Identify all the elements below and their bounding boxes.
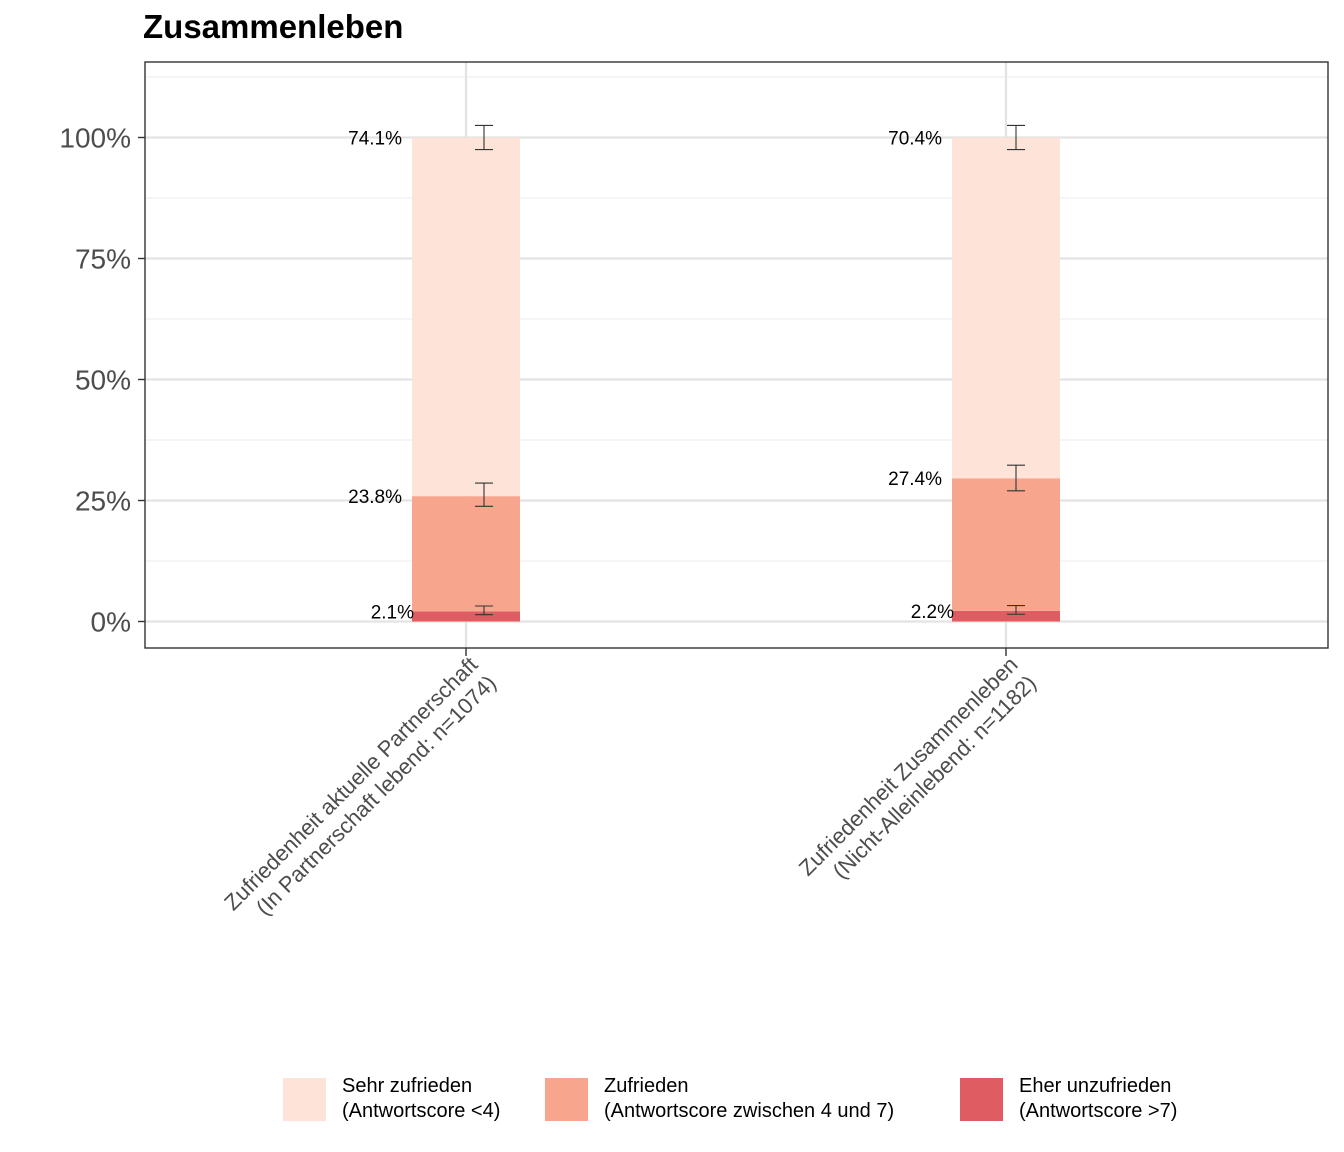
plot-border bbox=[144, 61, 1329, 649]
data-label: 27.4% bbox=[888, 469, 942, 490]
legend-label-line1: Zufrieden bbox=[604, 1075, 689, 1097]
legend-label-line2: (Antwortscore <4) bbox=[342, 1100, 501, 1122]
chart-title: Zusammenleben bbox=[143, 8, 404, 45]
plot-panel bbox=[145, 62, 1328, 648]
data-label: 23.8% bbox=[348, 487, 402, 508]
x-tick-label-line: (In Partnerschaft lebend: n=1074) bbox=[251, 670, 501, 920]
bar-segment bbox=[952, 478, 1060, 611]
y-tick-label: 50% bbox=[75, 365, 131, 396]
x-tick-label-line: Zufriedenheit Zusammenleben bbox=[794, 652, 1023, 881]
legend-label-sehr-zufrieden: Sehr zufrieden (Antwortscore <4) bbox=[342, 1074, 500, 1124]
x-tick-label: Zufriedenheit aktuelle Partnerschaft(In … bbox=[219, 652, 501, 934]
data-label: 2.2% bbox=[911, 602, 954, 623]
data-label: 70.4% bbox=[888, 129, 942, 150]
y-tick-label: 100% bbox=[59, 123, 131, 154]
legend-swatch-eher-unzufrieden bbox=[960, 1078, 1003, 1121]
legend-label-line2: (Antwortscore zwischen 4 und 7) bbox=[604, 1100, 895, 1122]
legend-swatch-zufrieden bbox=[545, 1078, 588, 1121]
legend-label-eher-unzufrieden: Eher unzufrieden (Antwortscore >7) bbox=[1019, 1074, 1177, 1124]
legend-swatch-sehr-zufrieden bbox=[283, 1078, 326, 1121]
legend-label-line1: Eher unzufrieden bbox=[1019, 1075, 1172, 1097]
legend-label-line1: Sehr zufrieden bbox=[342, 1075, 473, 1097]
data-label: 2.1% bbox=[371, 602, 414, 623]
bar-segment bbox=[952, 137, 1060, 479]
y-tick-label: 75% bbox=[75, 244, 131, 275]
x-tick-label-line: (Nicht-Alleinlebend: n=1182) bbox=[828, 670, 1041, 883]
bar-segment bbox=[952, 610, 1060, 622]
legend: Sehr zufrieden (Antwortscore <4) Zufried… bbox=[283, 1072, 1283, 1132]
legend-label-line2: (Antwortscore >7) bbox=[1019, 1100, 1178, 1122]
x-tick-label: Zufriedenheit Zusammenleben(Nicht-Allein… bbox=[794, 652, 1041, 899]
y-tick-label: 25% bbox=[75, 486, 131, 517]
x-tick-label-line: Zufriedenheit aktuelle Partnerschaft bbox=[219, 652, 482, 915]
bar-segment bbox=[412, 611, 520, 622]
bar-segment bbox=[412, 496, 520, 612]
legend-label-zufrieden: Zufrieden (Antwortscore zwischen 4 und 7… bbox=[604, 1074, 894, 1124]
data-label: 74.1% bbox=[348, 129, 402, 150]
y-tick-label: 0% bbox=[91, 607, 131, 638]
bar-segment bbox=[412, 137, 520, 497]
